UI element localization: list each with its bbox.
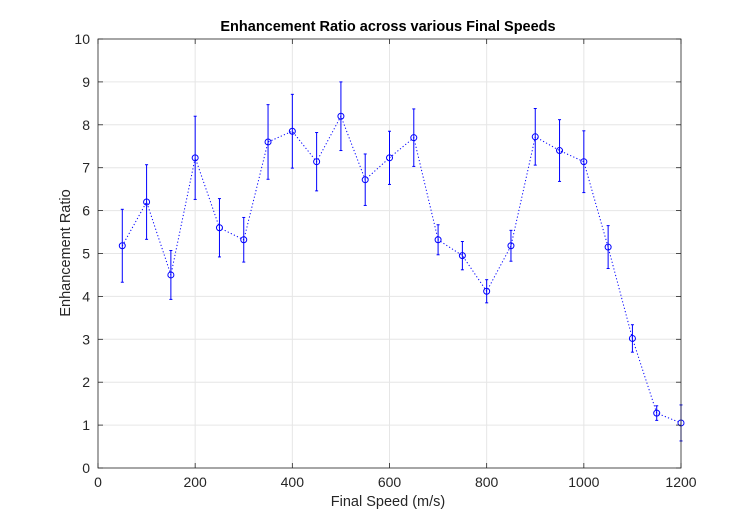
y-tick-label: 9 — [82, 74, 90, 90]
x-axis-title: Final Speed (m/s) — [331, 494, 445, 510]
data-point-marker — [386, 154, 393, 162]
data-point-marker — [118, 242, 126, 250]
axis-ticks: 0 200 400 600 800 1000 1200 0 1 2 3 4 5 6 7 8 9 10 — [74, 31, 696, 490]
data-point-marker — [556, 147, 564, 155]
x-tick-label: 600 — [378, 474, 402, 490]
x-tick-label: 1200 — [665, 474, 696, 490]
data-point-marker — [240, 236, 248, 244]
data-point-marker — [191, 154, 199, 162]
y-tick-label: 2 — [82, 374, 90, 390]
data-point-marker — [313, 158, 321, 166]
y-tick-label: 0 — [82, 460, 90, 476]
y-tick-label: 3 — [82, 331, 90, 347]
chart-title: Enhancement Ratio across various Final S… — [220, 19, 555, 35]
data-point-marker — [531, 133, 539, 141]
data-point-marker — [167, 271, 175, 279]
data-point-marker — [434, 236, 442, 244]
x-tick-label: 0 — [94, 474, 102, 490]
data-point-marker — [458, 252, 466, 260]
y-axis-title: Enhancement Ratio — [58, 189, 74, 316]
data-point-marker — [483, 287, 491, 295]
data-point-marker — [264, 138, 272, 146]
x-tick-label: 1000 — [568, 474, 599, 490]
data-point-marker — [215, 224, 223, 232]
data-point-marker — [604, 243, 612, 251]
x-tick-label: 200 — [183, 474, 207, 490]
data-point-marker — [653, 409, 661, 417]
data-point-marker — [580, 158, 588, 166]
y-tick-label: 8 — [82, 117, 90, 133]
y-tick-label: 6 — [82, 203, 90, 219]
x-tick-label: 800 — [475, 474, 499, 490]
data-point-marker — [337, 112, 345, 120]
y-tick-label: 4 — [82, 288, 90, 304]
data-point-marker — [361, 176, 369, 184]
data-point-marker — [143, 198, 151, 206]
y-tick-label: 10 — [74, 31, 90, 47]
data-point-marker — [410, 134, 418, 142]
data-point-marker — [507, 242, 515, 250]
x-tick-label: 400 — [281, 474, 305, 490]
data-point-marker — [288, 127, 296, 135]
y-tick-label: 7 — [82, 160, 90, 176]
y-tick-label: 5 — [82, 246, 90, 262]
data-point-marker — [628, 334, 636, 342]
y-tick-label: 1 — [82, 417, 90, 433]
